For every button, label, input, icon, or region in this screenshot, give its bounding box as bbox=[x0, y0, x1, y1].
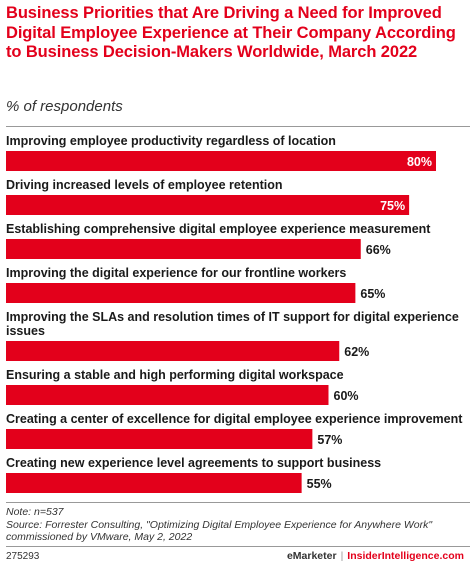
value-label: 55% bbox=[307, 477, 332, 491]
value-label: 60% bbox=[334, 389, 359, 403]
chart-notes: Note: n=537 Source: Forrester Consulting… bbox=[6, 506, 466, 544]
category-label: Creating a center of excellence for digi… bbox=[6, 412, 463, 426]
value-label: 65% bbox=[360, 287, 385, 301]
bar bbox=[6, 341, 340, 361]
bar bbox=[6, 195, 410, 215]
bar bbox=[6, 429, 313, 449]
category-label: Creating new experience level agreements… bbox=[6, 456, 381, 470]
category-label: Establishing comprehensive digital emplo… bbox=[6, 222, 431, 236]
value-label: 75% bbox=[380, 199, 405, 213]
category-label: Improving employee productivity regardle… bbox=[6, 134, 336, 148]
footer-divider bbox=[6, 502, 470, 503]
source-text: Source: Forrester Consulting, "Optimizin… bbox=[6, 518, 433, 544]
value-label: 62% bbox=[344, 345, 369, 359]
category-label: Improving the digital experience for our… bbox=[6, 266, 346, 280]
value-label: 66% bbox=[366, 243, 391, 257]
value-label: 80% bbox=[407, 155, 432, 169]
brand-emarketer: eMarketer bbox=[286, 550, 337, 562]
value-label: 57% bbox=[317, 433, 342, 447]
chart-id: 275293 bbox=[6, 551, 40, 562]
bar bbox=[6, 385, 329, 405]
brand-credit: eMarketer | InsiderIntelligence.com bbox=[287, 550, 464, 562]
bar-chart: Improving employee productivity regardle… bbox=[6, 134, 463, 493]
brand-separator: | bbox=[340, 550, 344, 562]
note-text: Note: n=537 bbox=[6, 506, 64, 518]
category-label: Improving the SLAs and resolution times … bbox=[6, 310, 459, 338]
category-label: Driving increased levels of employee ret… bbox=[6, 178, 282, 192]
top-divider bbox=[6, 126, 470, 127]
bar bbox=[6, 151, 436, 171]
bottom-divider bbox=[6, 546, 470, 547]
bar bbox=[6, 473, 302, 493]
bar bbox=[6, 283, 356, 303]
bar bbox=[6, 239, 361, 259]
brand-insider-intelligence: InsiderIntelligence.com bbox=[347, 550, 464, 562]
category-label: Ensuring a stable and high performing di… bbox=[6, 368, 344, 382]
chart-title: Business Priorities that Are Driving a N… bbox=[6, 4, 456, 61]
chart-subtitle: % of respondents bbox=[6, 98, 123, 115]
